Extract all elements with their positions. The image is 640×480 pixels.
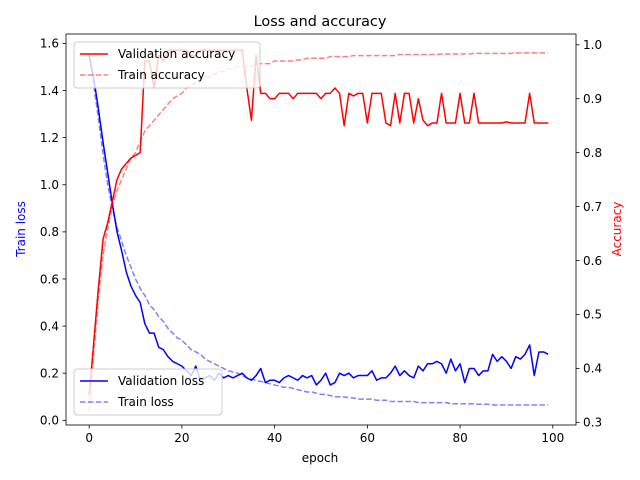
y-right-tick-label: 0.5 xyxy=(583,308,602,322)
y-right-tick-label: 0.8 xyxy=(583,146,602,160)
y-left-tick-label: 0.0 xyxy=(40,414,59,428)
legend-label-validation-accuracy: Validation accuracy xyxy=(118,47,235,61)
series-line-validation-loss xyxy=(88,55,549,386)
y-right-tick-label: 0.4 xyxy=(583,362,602,376)
x-tick-label: 40 xyxy=(267,431,282,445)
x-axis-label: epoch xyxy=(302,451,339,465)
legend-label-train-accuracy: Train accuracy xyxy=(117,68,205,82)
series-line-train-loss xyxy=(88,55,549,406)
y-left-tick-label: 0.6 xyxy=(40,272,59,286)
y-left-tick-label: 0.2 xyxy=(40,366,59,380)
legend-label-train-loss: Train loss xyxy=(117,395,174,409)
legend-label-validation-loss: Validation loss xyxy=(118,374,204,388)
legend-accuracy: Validation accuracy Train accuracy xyxy=(73,41,261,89)
axes: 0 20 40 60 80 100 0.0 0.2 0.4 0.6 0.8 1.0 1.2 1.4 1.6 0… xyxy=(40,33,602,445)
y-left-tick-label: 1.2 xyxy=(40,131,59,145)
y-left-tick-label: 0.8 xyxy=(40,225,59,239)
x-tick-label: 80 xyxy=(452,431,467,445)
y-right-axis-label: Accuracy xyxy=(610,202,624,257)
y-right-tick-label: 1.0 xyxy=(583,38,602,52)
y-left-tick-label: 0.4 xyxy=(40,319,59,333)
x-tick-label: 20 xyxy=(174,431,189,445)
x-tick-label: 100 xyxy=(541,431,564,445)
y-left-tick-label: 1.6 xyxy=(40,37,59,51)
y-right-tick-label: 0.3 xyxy=(583,416,602,430)
legend-loss: Validation loss Train loss xyxy=(73,368,223,416)
y-left-axis-label: Train loss xyxy=(14,201,28,258)
y-left-tick-label: 1.4 xyxy=(40,84,59,98)
y-right-tick-label: 0.6 xyxy=(583,254,602,268)
x-tick-label: 60 xyxy=(360,431,375,445)
y-right-tick-label: 0.7 xyxy=(583,200,602,214)
x-tick-label: 0 xyxy=(85,431,93,445)
series-lines xyxy=(88,49,549,412)
series-line-train-accuracy xyxy=(88,52,549,412)
chart-title: Loss and accuracy xyxy=(254,14,387,30)
plot-frame xyxy=(65,33,577,426)
y-right-tick-label: 0.9 xyxy=(583,92,602,106)
y-left-tick-label: 1.0 xyxy=(40,178,59,192)
